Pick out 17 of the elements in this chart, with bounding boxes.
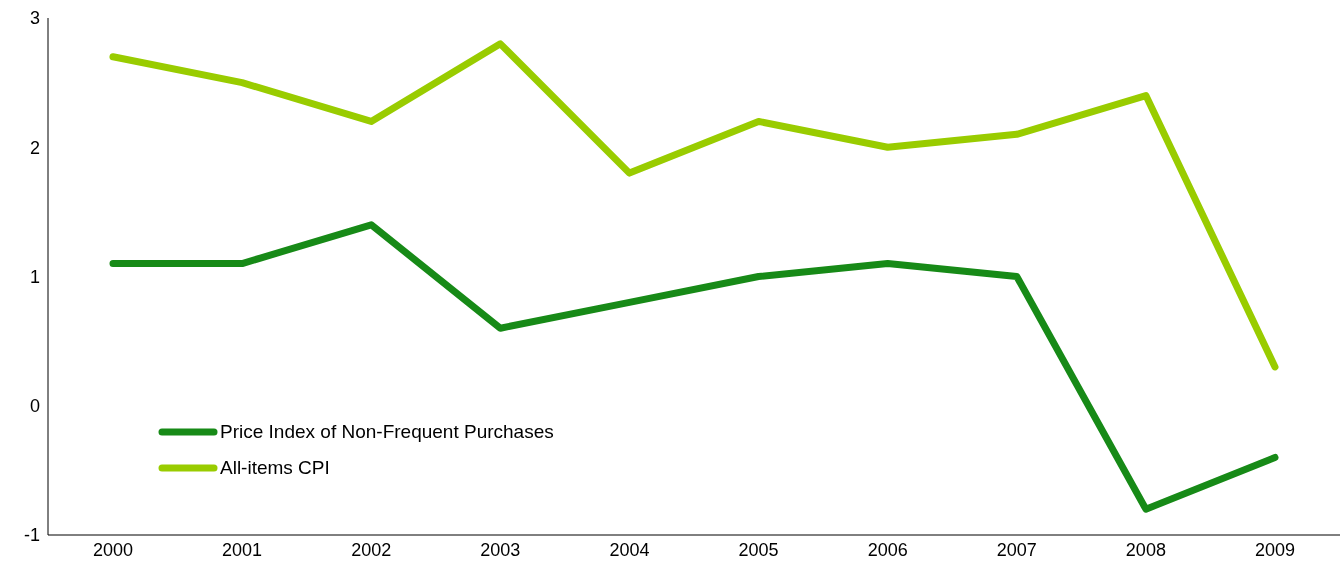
y-tick-label: 2 <box>29 137 40 158</box>
legend-label: Price Index of Non-Frequent Purchases <box>220 421 554 443</box>
x-tick-label: 2007 <box>996 539 1037 560</box>
x-tick-label: 2006 <box>867 539 908 560</box>
x-tick-label: 2009 <box>1254 539 1296 560</box>
x-tick-label: 2003 <box>480 539 521 560</box>
x-tick-label: 2005 <box>738 539 779 560</box>
x-tick-label: 2000 <box>92 539 134 560</box>
x-tick-label: 2004 <box>609 539 650 560</box>
y-tick-label: 3 <box>29 8 40 29</box>
y-tick-label: 0 <box>29 396 40 417</box>
x-tick-label: 2002 <box>351 539 392 560</box>
legend-label: All-items CPI <box>220 457 330 479</box>
x-tick-label: 2001 <box>222 539 263 560</box>
y-tick-label: 1 <box>29 266 40 287</box>
y-tick-label: -1 <box>23 525 40 546</box>
x-tick-label: 2008 <box>1125 539 1166 560</box>
